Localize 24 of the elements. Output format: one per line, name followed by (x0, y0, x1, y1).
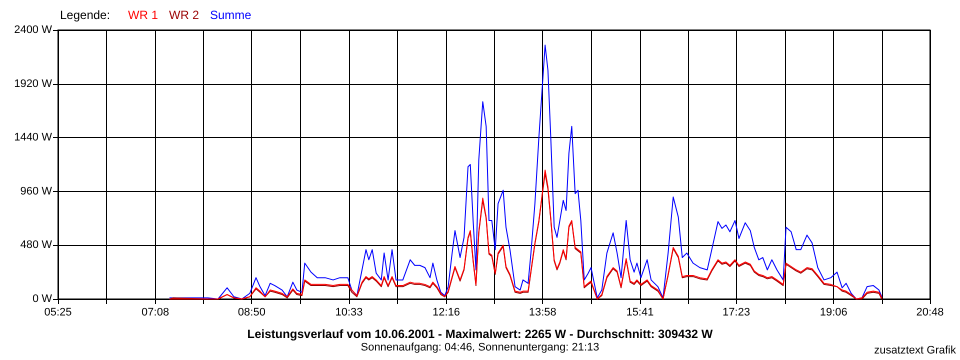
x-tick-label: 20:48 (916, 306, 944, 318)
x-tick-label: 19:06 (820, 306, 848, 318)
x-tick-label: 17:23 (722, 306, 750, 318)
line-series (169, 44, 882, 300)
x-tick-label: 10:33 (335, 306, 363, 318)
x-tick-label: 12:16 (432, 306, 460, 318)
x-tick-label: 07:08 (142, 306, 170, 318)
y-tick-label: 960 W (20, 185, 53, 198)
text: Sonnenaufgang: 04:46, Sonnenuntergang: 21:13 (360, 342, 600, 354)
legend-title: Legende: (60, 8, 110, 22)
text: WR 1 (128, 8, 158, 22)
x-tick-label: 13:58 (528, 306, 556, 318)
x-tick-label: 15:41 (626, 306, 654, 318)
y-tick-label: 1440 W (14, 132, 53, 144)
text: WR 2 (169, 8, 200, 22)
text: Summe (210, 8, 252, 22)
text: zusatztext Grafik (874, 344, 956, 356)
text: Leistungsverlauf vom 10.06.2001 - Maximalwert: 2265 W - Durchschnitt: 309432 W (247, 327, 714, 341)
x-tick-label: 08:50 (238, 306, 266, 318)
y-tick-label: 2400 W (14, 24, 53, 36)
y-tick-label: 0 W (32, 293, 53, 305)
y-tick-label: 480 W (20, 239, 53, 252)
y-tick-label: 1920 W (14, 78, 53, 90)
x-tick-label: 05:25 (44, 306, 72, 318)
